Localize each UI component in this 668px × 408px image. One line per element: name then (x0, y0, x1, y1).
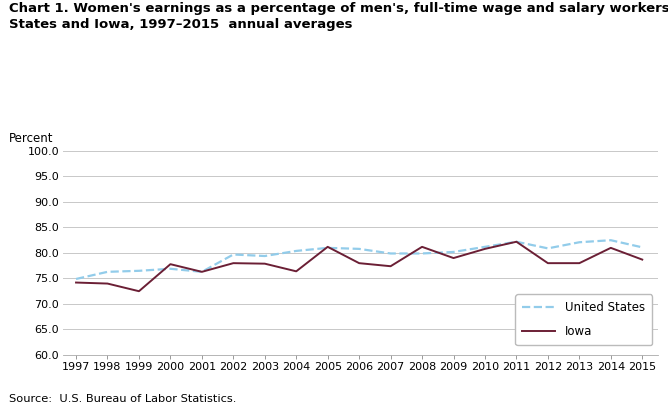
Iowa (261, 261, 269, 266)
United States (229, 252, 237, 257)
Iowa (72, 280, 80, 285)
United States (638, 245, 646, 250)
Iowa (166, 262, 174, 267)
Text: Chart 1. Women's earnings as a percentage of men's, full-time wage and salary wo: Chart 1. Women's earnings as a percentag… (9, 2, 668, 31)
Line: Iowa: Iowa (76, 242, 642, 291)
Legend: United States, Iowa: United States, Iowa (515, 294, 652, 345)
United States (387, 251, 395, 256)
United States (198, 269, 206, 274)
Text: Percent: Percent (9, 132, 53, 145)
United States (355, 246, 363, 251)
United States (292, 248, 300, 253)
United States (324, 245, 332, 250)
Iowa (638, 257, 646, 262)
United States (607, 238, 615, 243)
United States (512, 239, 520, 244)
Text: Source:  U.S. Bureau of Labor Statistics.: Source: U.S. Bureau of Labor Statistics. (9, 394, 236, 404)
Iowa (324, 244, 332, 249)
Iowa (104, 281, 112, 286)
Iowa (481, 246, 489, 251)
United States (166, 266, 174, 271)
United States (481, 244, 489, 249)
Iowa (387, 264, 395, 268)
Iowa (355, 261, 363, 266)
Iowa (512, 239, 520, 244)
Iowa (135, 289, 143, 294)
United States (135, 268, 143, 273)
Iowa (418, 244, 426, 249)
Iowa (198, 269, 206, 274)
United States (261, 253, 269, 258)
Iowa (544, 261, 552, 266)
Iowa (229, 261, 237, 266)
Iowa (607, 245, 615, 250)
United States (104, 269, 112, 274)
Iowa (450, 255, 458, 260)
United States (450, 249, 458, 254)
Iowa (292, 269, 300, 274)
United States (418, 251, 426, 256)
United States (575, 240, 583, 245)
Iowa (575, 261, 583, 266)
United States (72, 277, 80, 282)
United States (544, 246, 552, 251)
Line: United States: United States (76, 240, 642, 279)
